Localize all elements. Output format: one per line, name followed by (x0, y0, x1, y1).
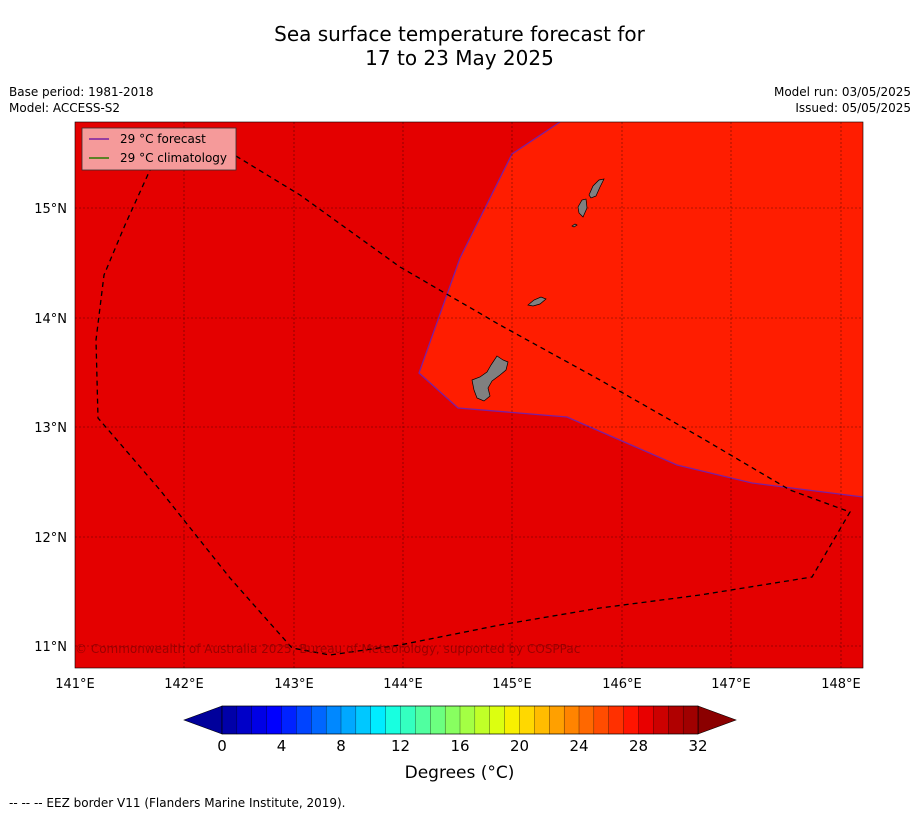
legend-climatology-label: 29 °C climatology (120, 151, 227, 165)
chart-title: Sea surface temperature forecast for 17 … (0, 22, 919, 70)
colorbar-segment (504, 705, 520, 735)
colorbar-segment (459, 705, 476, 735)
colorbar-segment (281, 705, 297, 735)
island-rota (527, 296, 547, 307)
colorbar-segment (638, 705, 654, 735)
island-tinian (577, 198, 588, 218)
colorbar-segment (534, 705, 550, 735)
colorbar-segment (340, 705, 357, 735)
colorbar-segment (325, 705, 342, 735)
island-saipan (588, 178, 605, 199)
lon-label: 144°E (383, 677, 423, 692)
lon-label: 147°E (711, 677, 751, 692)
lat-label: 13°N (34, 421, 67, 436)
colorbar-ticks: 0 4 8 12 16 20 24 28 32 (217, 737, 707, 755)
colorbar-segment (563, 705, 580, 735)
colorbar-segment (266, 705, 282, 735)
colorbar-segment (623, 705, 639, 735)
colorbar-segment (489, 705, 506, 735)
colorbar-segments (221, 705, 699, 735)
colorbar-segment (444, 705, 461, 735)
colorbar-segment (311, 705, 327, 735)
colorbar-segment (296, 705, 312, 735)
colorbar-tick: 24 (569, 737, 588, 755)
colorbar-segment (549, 705, 565, 735)
lon-label: 143°E (274, 677, 314, 692)
colorbar-segment (593, 705, 610, 735)
lat-label: 11°N (34, 640, 67, 655)
lon-labels: 141°E 142°E 143°E 144°E 145°E 146°E 147°… (55, 677, 861, 692)
colorbar-segment (668, 705, 684, 735)
colorbar-segment (236, 705, 253, 735)
colorbar-tick: 16 (450, 737, 469, 755)
colorbar-tick: 28 (629, 737, 648, 755)
island-aguijan (571, 223, 578, 228)
meta-right: Model run: 03/05/2025 Issued: 05/05/2025 (774, 84, 911, 116)
colorbar-label: Degrees (°C) (404, 763, 515, 783)
colorbar-segment (415, 705, 431, 735)
lat-label: 14°N (34, 312, 67, 327)
colorbar-segment (608, 705, 625, 735)
sst-hot-region (419, 122, 863, 497)
legend-forecast-label: 29 °C forecast (120, 132, 206, 146)
legend-box (81, 127, 237, 171)
lat-label: 15°N (34, 202, 67, 217)
lon-label: 141°E (55, 677, 95, 692)
gridlines (75, 122, 863, 668)
colorbar-segment (578, 705, 595, 735)
colorbar-high-extension (697, 705, 737, 735)
islands (471, 178, 605, 402)
colorbar-segment (400, 705, 416, 735)
issued-date: Issued: 05/05/2025 (795, 101, 911, 115)
colorbar-frame (221, 705, 699, 735)
map-frame (74, 121, 864, 669)
colorbar-tick: 32 (688, 737, 707, 755)
colorbar-segment (251, 705, 268, 735)
colorbar-tick: 8 (336, 737, 346, 755)
colorbar-segment (430, 705, 446, 735)
legend: 29 °C forecast 29 °C climatology (81, 127, 237, 171)
colorbar-segment (682, 705, 699, 735)
island-guam (471, 355, 509, 402)
eez-border (95, 139, 851, 656)
title-line-1: Sea surface temperature forecast for (274, 22, 645, 46)
colorbar: 0 4 8 12 16 20 24 28 32 (183, 705, 737, 755)
model-name: Model: ACCESS-S2 (9, 101, 121, 115)
model-run: Model run: 03/05/2025 (773, 85, 911, 99)
lat-label: 12°N (34, 531, 67, 546)
colorbar-segment (519, 705, 535, 735)
colorbar-segment (370, 705, 387, 735)
colorbar-tick: 20 (510, 737, 529, 755)
lon-label: 142°E (164, 677, 204, 692)
eez-footnote: -- -- -- EEZ border V11 (Flanders Marine… (9, 796, 346, 810)
base-period: Base period: 1981-2018 (9, 85, 154, 99)
colorbar-tick: 4 (277, 737, 287, 755)
colorbar-segment (385, 705, 401, 735)
lat-labels: 15°N 14°N 13°N 12°N 11°N (34, 202, 67, 655)
colorbar-segment (653, 705, 669, 735)
colorbar-segment (474, 705, 491, 735)
meta-left: Base period: 1981-2018 Model: ACCESS-S2 (9, 84, 154, 116)
colorbar-tick: 12 (391, 737, 410, 755)
colorbar-segment (355, 705, 372, 735)
colorbar-tick: 0 (217, 737, 227, 755)
lon-label: 146°E (602, 677, 642, 692)
copyright-notice: © Commonwealth of Australia 2025, Bureau… (75, 642, 580, 656)
lon-label: 148°E (821, 677, 861, 692)
title-line-2: 17 to 23 May 2025 (365, 46, 554, 70)
forecast-contour-line (418, 122, 863, 498)
colorbar-segment (221, 705, 238, 735)
colorbar-low-extension (183, 705, 223, 735)
lon-label: 145°E (492, 677, 532, 692)
